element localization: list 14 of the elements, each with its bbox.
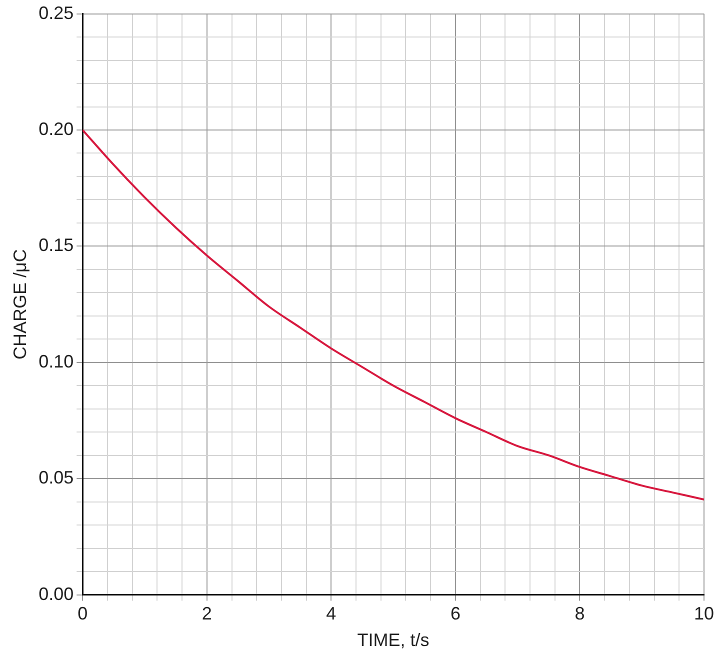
x-axis-title: TIME, t/s: [357, 630, 430, 650]
x-tick-label: 4: [326, 604, 336, 624]
y-axis-title: CHARGE /μC: [10, 249, 30, 360]
x-tick-label: 6: [450, 604, 460, 624]
y-tick-label: 0.05: [38, 468, 74, 488]
y-tick-label: 0.10: [38, 351, 74, 372]
x-tick-label: 10: [694, 604, 714, 624]
x-tick-label: 2: [202, 604, 212, 624]
y-tick-label: 0.20: [38, 118, 74, 139]
y-tick-label: 0.15: [38, 235, 74, 256]
y-tick-label: 0.25: [38, 2, 74, 23]
x-tick-label: 0: [78, 604, 88, 624]
y-tick-label: 0.00: [38, 584, 74, 604]
x-tick-label: 8: [574, 604, 585, 624]
